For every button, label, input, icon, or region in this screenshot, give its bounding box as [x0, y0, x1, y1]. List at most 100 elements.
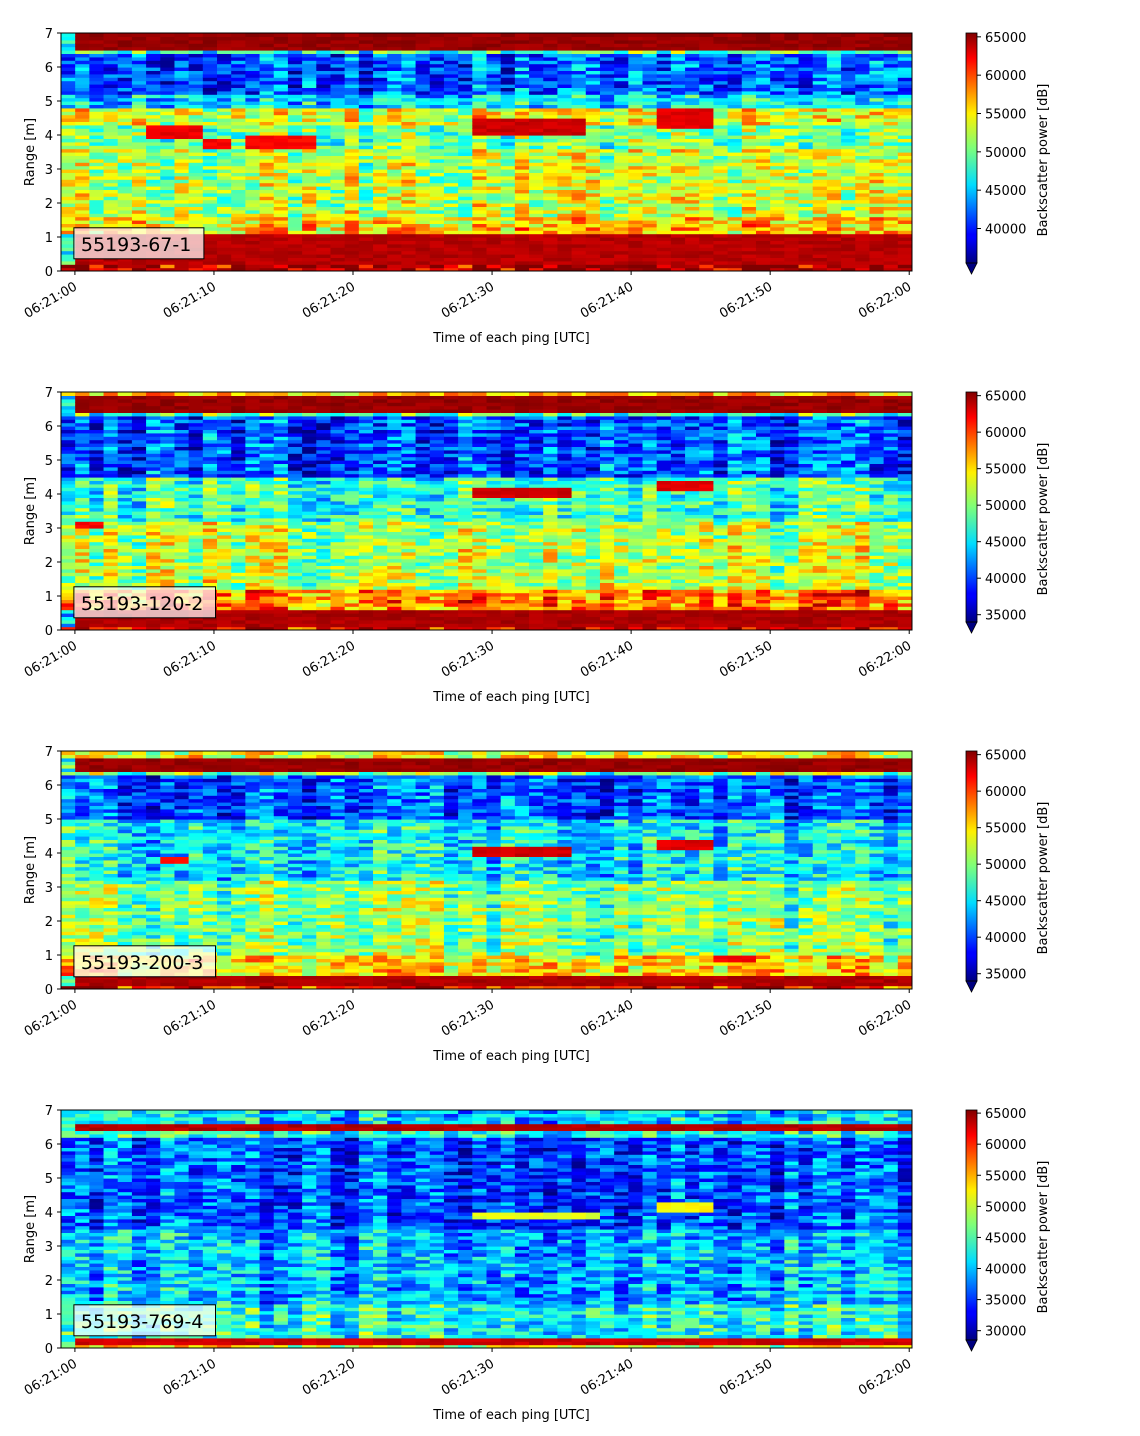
heatmap-cell — [557, 70, 573, 75]
heatmap-cell — [61, 582, 76, 587]
heatmap-cell — [174, 87, 190, 92]
heatmap-cell — [798, 33, 814, 37]
heatmap-cell — [514, 43, 530, 48]
heatmap-cell — [103, 264, 119, 269]
heatmap-cell — [401, 169, 417, 173]
heatmap-cell — [855, 50, 871, 54]
heatmap-cell — [642, 145, 658, 150]
heatmap-cell — [188, 541, 204, 546]
heatmap-cell — [599, 237, 615, 241]
heatmap-cell — [103, 186, 119, 190]
heatmap-cell — [103, 203, 119, 207]
heatmap-cell — [387, 189, 402, 194]
heatmap-cell — [741, 138, 757, 143]
heatmap-cell — [131, 36, 147, 41]
heatmap-cell — [146, 443, 161, 447]
heatmap-cell — [614, 46, 629, 51]
heatmap-cell — [841, 80, 856, 85]
heatmap-cell — [514, 97, 530, 102]
heatmap-cell — [685, 175, 700, 180]
heatmap-cell — [387, 63, 402, 68]
heatmap-cell — [585, 250, 601, 255]
heatmap-cell — [75, 172, 90, 177]
heatmap-cell — [344, 128, 360, 133]
heatmap-cell — [89, 152, 105, 156]
heatmap-cell — [897, 152, 912, 156]
heatmap-cell — [89, 575, 105, 580]
heatmap-cell — [316, 43, 332, 48]
heatmap-cell — [160, 470, 176, 475]
heatmap-cell — [897, 135, 912, 139]
heatmap-cell — [812, 230, 828, 235]
heatmap-cell — [103, 623, 119, 628]
heatmap-cell — [656, 233, 672, 238]
heatmap-cell — [259, 56, 275, 61]
heatmap-cell — [784, 169, 800, 173]
heatmap-cell — [812, 53, 828, 58]
heatmap-cell — [755, 135, 771, 139]
heatmap-cell — [217, 162, 232, 167]
heatmap-cell — [217, 148, 232, 153]
heatmap-cell — [784, 233, 800, 238]
heatmap-cell — [883, 73, 899, 78]
heatmap-cell — [458, 155, 473, 160]
heatmap-cell — [458, 43, 473, 48]
heatmap-cell — [415, 155, 431, 160]
heatmap-cell — [472, 247, 488, 252]
heatmap-cell — [883, 121, 899, 126]
heatmap-cell — [117, 551, 133, 556]
heatmap-cell — [188, 135, 204, 139]
heatmap-cell — [217, 152, 232, 156]
heatmap-cell — [770, 162, 785, 167]
heatmap-cell — [89, 97, 105, 102]
heatmap-cell — [330, 124, 346, 129]
heatmap-cell — [160, 439, 176, 444]
heatmap-cell — [160, 409, 176, 413]
heatmap-cell — [61, 589, 76, 594]
heatmap-cell — [273, 267, 289, 271]
heatmap-cell — [217, 145, 232, 150]
heatmap-cell — [841, 145, 856, 150]
heatmap-cell — [231, 220, 246, 224]
heatmap-cell — [571, 131, 587, 136]
heatmap-cell — [330, 60, 346, 65]
heatmap-cell — [585, 203, 601, 207]
heatmap-cell — [231, 46, 246, 51]
heatmap-cell — [883, 220, 899, 224]
heatmap-cell — [401, 254, 417, 258]
heatmap-cell — [514, 169, 530, 173]
heatmap-cell — [330, 33, 346, 37]
heatmap-cell — [443, 230, 459, 235]
heatmap-cell — [486, 209, 502, 214]
heatmap-cell — [231, 141, 246, 146]
heatmap-cell — [472, 101, 488, 105]
colorbar-tick-label: 65000 — [985, 31, 1026, 46]
heatmap-cell — [599, 128, 615, 133]
heatmap-cell — [387, 152, 402, 156]
heatmap-cell — [614, 111, 629, 116]
heatmap-cell — [571, 182, 587, 187]
heatmap-cell — [798, 226, 814, 231]
heatmap-cell — [543, 77, 559, 82]
heatmap-cell — [841, 73, 856, 78]
heatmap-cell — [344, 118, 360, 122]
heatmap-cell — [472, 243, 488, 248]
heatmap-cell — [869, 158, 885, 163]
heatmap-cell — [61, 528, 76, 532]
heatmap-cell — [713, 36, 729, 41]
heatmap-cell — [202, 548, 218, 553]
heatmap-cell — [557, 145, 573, 150]
heatmap-cell — [642, 141, 658, 146]
heatmap-cell — [514, 145, 530, 150]
heatmap-cell — [727, 67, 743, 71]
heatmap-cell — [841, 46, 856, 51]
heatmap-cell — [245, 192, 261, 197]
heatmap-cell — [75, 562, 90, 566]
heatmap-cell — [146, 141, 161, 146]
heatmap-cell — [245, 162, 261, 167]
heatmap-cell — [174, 179, 190, 184]
heatmap-cell — [245, 264, 261, 269]
heatmap-cell — [841, 94, 856, 99]
heatmap-cell — [415, 233, 431, 238]
